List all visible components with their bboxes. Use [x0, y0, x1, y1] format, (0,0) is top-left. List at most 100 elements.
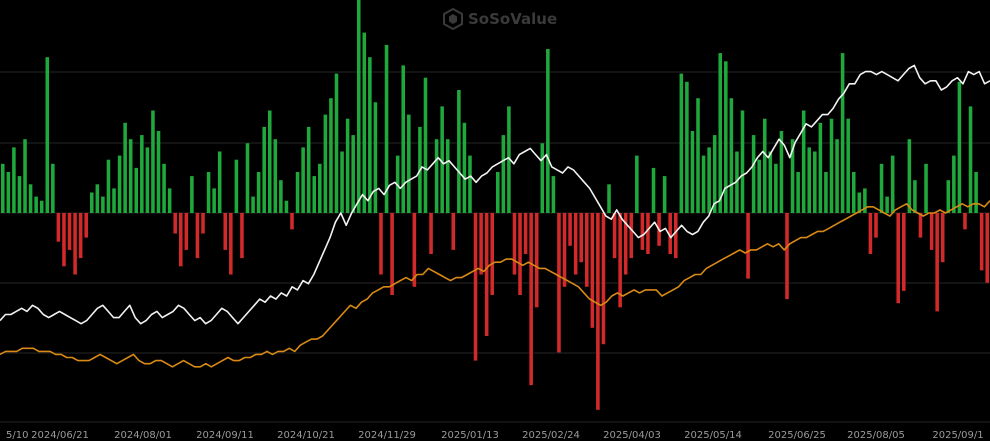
inflow-bar [140, 135, 144, 213]
outflow-bar [412, 213, 417, 287]
inflow-bar [362, 32, 367, 213]
outflow-bar [746, 213, 750, 279]
inflow-bar [946, 180, 951, 213]
inflow-bar [434, 139, 439, 213]
x-axis-ticks: 5/10 2024/06/21 2024/08/01 2024/09/11 2024/1… [6, 430, 984, 441]
inflow-bar [813, 151, 817, 213]
inflow-bar [818, 122, 823, 213]
inflow-bar [351, 135, 355, 213]
outflow-bar [646, 213, 650, 254]
inflow-bar [273, 139, 278, 213]
x-tick-label: 2025/08/05 [847, 430, 905, 441]
inflow-bar [779, 131, 784, 213]
inflow-bar [190, 176, 194, 213]
outflow-bar [229, 213, 233, 275]
outflow-bar [512, 213, 517, 275]
outflow-bar [668, 213, 672, 254]
inflow-bar [501, 135, 506, 213]
inflow-bar [373, 102, 378, 213]
watermark: SoSoValue [443, 7, 557, 31]
inflow-bar [301, 147, 305, 213]
outflow-bar [479, 213, 483, 275]
outflow-bar [562, 213, 567, 287]
outflow-bar [484, 213, 489, 336]
inflow-bar [156, 131, 161, 213]
inflow-bar [128, 139, 133, 213]
outflow-bar [451, 213, 456, 250]
inflow-bar [117, 155, 122, 213]
outflow-bar [67, 213, 72, 250]
outflow-bar [785, 213, 789, 300]
inflow-bar [356, 0, 361, 213]
inflow-bar [262, 126, 266, 213]
x-tick-label: 2024/11/29 [358, 430, 416, 441]
inflow-bar [757, 159, 761, 213]
x-tick-label: 2025/05/14 [684, 430, 742, 441]
inflow-bar [957, 81, 962, 213]
inflow-bar [907, 139, 912, 213]
inflow-bar [796, 172, 800, 213]
x-tick-label: 2025/02/24 [522, 430, 580, 441]
outflow-bar [612, 213, 617, 259]
inflow-bar [662, 176, 667, 213]
inflow-bar [952, 155, 956, 213]
outflow-bar [902, 213, 906, 291]
inflow-bar [401, 65, 406, 214]
inflow-bar [151, 110, 155, 213]
orange-line-series [0, 200, 990, 368]
inflow-bar [851, 172, 856, 213]
inflow-bar [890, 155, 895, 213]
inflow-bar [256, 172, 261, 213]
inflow-bar [913, 180, 917, 213]
outflow-bar [290, 213, 294, 230]
outflow-bar [56, 213, 61, 242]
inflow-bar [707, 147, 711, 213]
inflow-bar [368, 57, 372, 214]
outflow-bar [673, 213, 678, 259]
inflow-bar [807, 147, 812, 213]
inflow-bar [740, 110, 745, 213]
x-tick-label: 2024/09/11 [196, 430, 254, 441]
inflow-bar [685, 81, 689, 213]
outflow-bar [195, 213, 200, 259]
inflow-bar [696, 98, 700, 213]
inflow-bar [551, 176, 556, 213]
inflow-bar [974, 172, 978, 213]
outflow-bar [918, 213, 923, 238]
inflow-bar [768, 151, 773, 213]
inflow-bar [968, 106, 973, 213]
inflow-bar [101, 196, 105, 213]
flow-bars [1, 0, 989, 410]
inflow-bar [840, 53, 845, 213]
inflow-bar [318, 163, 322, 213]
outflow-bar [557, 213, 561, 353]
outflow-bar [390, 213, 394, 295]
inflow-bar [279, 180, 283, 213]
outflow-bar [979, 213, 984, 271]
outflow-bar [473, 213, 478, 361]
inflow-bar [6, 172, 11, 213]
outflow-bar [584, 213, 589, 287]
inflow-bar [679, 73, 684, 213]
outflow-bar [596, 213, 600, 410]
inflow-bar [718, 53, 723, 213]
inflow-bar [267, 110, 272, 213]
inflow-bar [106, 159, 111, 213]
outflow-bar [590, 213, 595, 328]
inflow-bar [690, 131, 695, 213]
inflow-bar [824, 172, 828, 213]
sosovalue-logo-icon [443, 7, 463, 31]
inflow-bar [95, 184, 100, 213]
outflow-bar [579, 213, 583, 263]
inflow-bar [774, 163, 778, 213]
outflow-bar [379, 213, 383, 275]
inflow-bar [790, 139, 795, 213]
inflow-bar [440, 106, 444, 213]
inflow-bar [445, 139, 450, 213]
inflow-bar [251, 196, 255, 213]
inflow-bar [701, 155, 706, 213]
inflow-bar [284, 200, 289, 213]
inflow-bar [651, 167, 656, 213]
inflow-bar [507, 106, 511, 213]
inflow-bar [23, 139, 27, 213]
